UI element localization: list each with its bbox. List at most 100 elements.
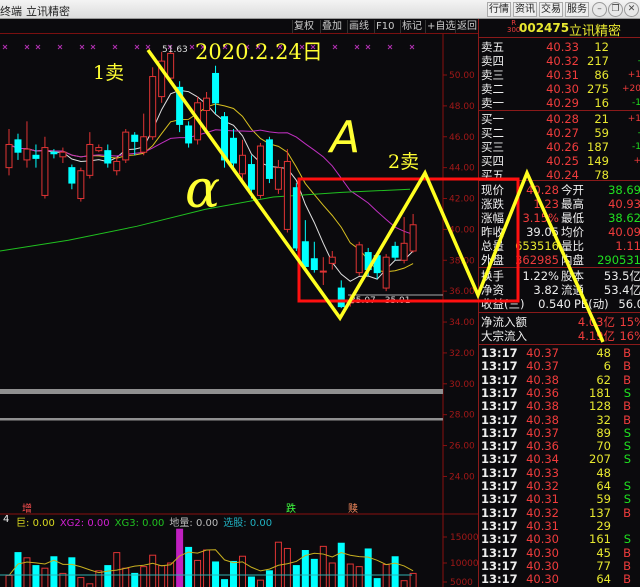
trade-row[interactable]: 13:17 40.38 32 B: [481, 412, 640, 427]
flow-row[interactable]: 大宗流入 4.19亿 16%: [481, 329, 640, 343]
trade-row[interactable]: 13:17 40.31 59 S: [481, 493, 640, 506]
candle-body: [400, 242, 408, 261]
volume-bar: [41, 567, 49, 587]
service-button[interactable]: 服务: [565, 2, 589, 17]
y-tick-label: 34.00: [449, 318, 475, 328]
trade-price: 40.38: [526, 372, 559, 387]
ask-row[interactable]: 卖五 40.33 12: [481, 40, 640, 54]
flow-row[interactable]: 净流入额 4.03亿 15%: [481, 315, 640, 329]
close-icon[interactable]: ✕: [624, 2, 639, 17]
trade-volume: 32: [596, 412, 611, 427]
stat-value: 39.05: [526, 225, 559, 239]
trade-row[interactable]: 13:17 40.37 48 B: [481, 347, 640, 360]
stat-row[interactable]: 涨跌 1.23 最高 40.93: [481, 197, 640, 211]
candle-body: [364, 252, 372, 271]
draw-line-button[interactable]: 画线: [347, 20, 369, 33]
signal-marker-icon: [24, 44, 30, 50]
trade-row[interactable]: 13:17 40.34 207 S: [481, 453, 640, 466]
trade-row[interactable]: 13:17 40.33 48: [481, 466, 640, 480]
trade-row[interactable]: 13:17 40.30 64 B: [481, 573, 640, 586]
ask-row[interactable]: 卖三 40.31 86 +1: [481, 68, 640, 82]
trade-price: 40.30: [526, 572, 559, 587]
indicator-0: 巨: 0.00: [16, 518, 55, 529]
trade-row[interactable]: 13:17 40.36 181 S: [481, 386, 640, 400]
trade-row[interactable]: 13:17 40.37 89 S: [481, 425, 640, 440]
restore-rights-button[interactable]: 复权: [292, 20, 314, 33]
bid-row[interactable]: 买一 40.28 21 +1: [481, 112, 640, 126]
f10-button[interactable]: F10: [374, 20, 395, 33]
indicator-1: XG2: 0.00: [59, 518, 110, 529]
price: 40.31: [546, 68, 579, 82]
trade-side: B: [623, 412, 631, 427]
trade-row[interactable]: 13:17 40.38 62 B: [481, 372, 640, 387]
ask-row[interactable]: 卖一 40.29 16 -1: [481, 96, 640, 110]
trade-button[interactable]: 交易: [539, 2, 563, 17]
trade-row[interactable]: 13:17 40.38 128 B: [481, 400, 640, 413]
indicator-3: 地量: 0.00: [169, 518, 219, 529]
stat-row[interactable]: 换手 1.22% 股本 53.5亿: [481, 269, 640, 283]
trade-price: 40.36: [526, 439, 559, 454]
y-tick-label: 42.00: [449, 195, 475, 205]
trade-side: S: [623, 492, 631, 507]
trade-row[interactable]: 13:17 40.36 70 S: [481, 440, 640, 453]
ask-row[interactable]: 卖四 40.32 217 -: [481, 54, 640, 68]
signal-marker-icon: [134, 44, 140, 50]
trade-row[interactable]: 13:17 40.32 64 S: [481, 480, 640, 493]
candle-body: [104, 150, 112, 164]
signal-marker-icon: [409, 44, 415, 50]
mark-button[interactable]: 标记: [400, 20, 422, 33]
change: +1: [627, 114, 640, 124]
candle-body: [95, 147, 103, 152]
trade-row[interactable]: 13:17 40.31 29: [481, 519, 640, 533]
trade-row[interactable]: 13:17 40.37 6 B: [481, 360, 640, 373]
annotation-sell-1: 1卖: [93, 62, 125, 84]
indicator-value: 0.00: [142, 518, 165, 529]
signal-marker-icon: [244, 44, 250, 50]
ask-row[interactable]: 卖二 40.30 275 +20: [481, 82, 640, 96]
stat-row[interactable]: 现价 40.28 今开 38.69: [481, 183, 640, 197]
volume-bar: [256, 579, 264, 587]
trade-price: 40.37: [526, 425, 559, 440]
candle-body: [86, 143, 94, 176]
signal-marker-icon: [189, 44, 195, 50]
trade-row[interactable]: 13:17 40.30 161 S: [481, 533, 640, 546]
stat-row[interactable]: 总量 653516 量比 1.11: [481, 239, 640, 253]
back-button[interactable]: 返回: [455, 20, 477, 33]
volume-bar: [230, 560, 237, 587]
restore-icon[interactable]: ❐: [608, 2, 623, 17]
candle-body: [149, 76, 157, 138]
add-watchlist-button[interactable]: +自选: [425, 20, 456, 33]
change: +1: [627, 70, 640, 80]
stat-value: 653516: [515, 239, 559, 253]
trade-time: 13:17: [481, 572, 518, 587]
overlay-button[interactable]: 叠加: [320, 20, 342, 33]
trade-volume: 45: [596, 545, 611, 560]
stat-value: 40.28: [526, 183, 559, 197]
candle-body: [247, 164, 255, 190]
minimize-icon[interactable]: –: [592, 2, 607, 17]
volume-period: 4: [3, 514, 10, 525]
stat-row[interactable]: 外盘 362985 内盘 290531: [481, 253, 640, 267]
bid-row[interactable]: 买三 40.26 187 -1: [481, 140, 640, 154]
stat-label: 最低: [561, 211, 584, 225]
trade-row[interactable]: 13:17 40.30 77 B: [481, 559, 640, 573]
news-button[interactable]: 资讯: [513, 2, 537, 17]
stat-label: 涨跌: [481, 197, 504, 211]
volume-bar: [346, 563, 354, 587]
trade-row[interactable]: 13:17 40.30 45 B: [481, 545, 640, 560]
bid-row[interactable]: 买四 40.25 149 +: [481, 154, 640, 168]
candle-body: [131, 134, 139, 142]
trade-row[interactable]: 13:17 40.32 137 B: [481, 506, 640, 520]
stat-row[interactable]: 涨幅 3.15% 最低 38.62: [481, 211, 640, 225]
stat-row[interactable]: 昨收 39.05 均价 40.09: [481, 225, 640, 239]
candle-body: [185, 125, 193, 144]
trade-volume: 64: [596, 479, 611, 493]
market-button[interactable]: 行情: [487, 2, 511, 17]
stat-label: 现价: [481, 183, 504, 197]
bid-row[interactable]: 买二 40.27 59 -: [481, 126, 640, 140]
stat-row[interactable]: 净资 3.82 流通 53.4亿: [481, 283, 640, 297]
trade-side: S: [623, 532, 631, 547]
indicator-value: 0.00: [249, 518, 273, 529]
kline-chart[interactable]: 50.0048.0046.0044.0042.0040.0038.0036.00…: [0, 34, 478, 587]
